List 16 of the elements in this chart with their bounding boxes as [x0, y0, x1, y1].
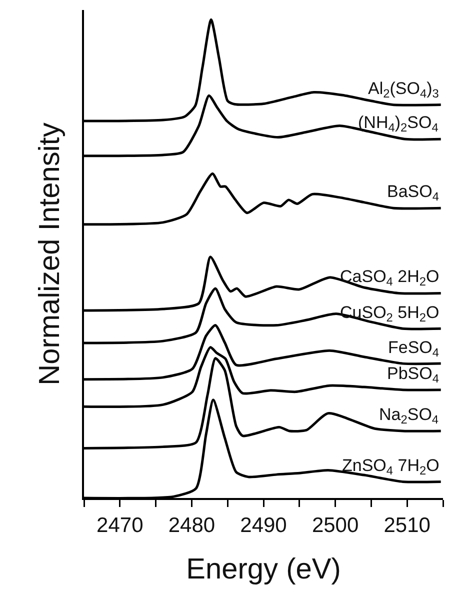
x-axis-title: Energy (eV) — [186, 554, 341, 586]
x-tick-label: 2480 — [168, 514, 216, 538]
x-tick-label: 2490 — [240, 514, 287, 538]
series-label: BaSO$_{4}$ — [387, 182, 440, 204]
series-label: Al$_{2}$(SO$_{4}$)$_{3}$ — [368, 79, 440, 101]
x-tick-label: 2510 — [384, 514, 430, 538]
x-tick-label: 2500 — [312, 514, 359, 538]
series-label: ZnSO$_{4}$ 7H$_{2}$O — [342, 456, 440, 478]
series-label: Na$_{2}$SO$_{4}$ — [379, 405, 439, 427]
y-axis-title: Normalized Intensity — [34, 122, 66, 386]
x-tick-label: 2470 — [96, 514, 144, 538]
series-label: CaSO$_{4}$ 2H$_{2}$O — [340, 267, 440, 289]
series-label: (NH$_{4}$)$_{2}$SO$_{4}$ — [358, 113, 439, 135]
series-label: CuSO$_{2}$ 5H$_{2}$O — [340, 303, 440, 325]
series-label: PbSO$_{4}$ — [387, 364, 440, 386]
series-label: FeSO$_{4}$ — [388, 338, 440, 360]
